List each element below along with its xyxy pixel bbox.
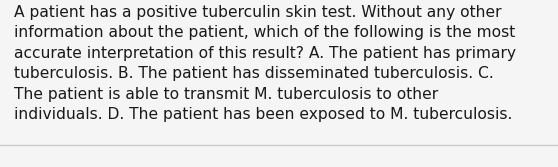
Text: A patient has a positive tuberculin skin test. Without any other
information abo: A patient has a positive tuberculin skin… (14, 5, 516, 122)
